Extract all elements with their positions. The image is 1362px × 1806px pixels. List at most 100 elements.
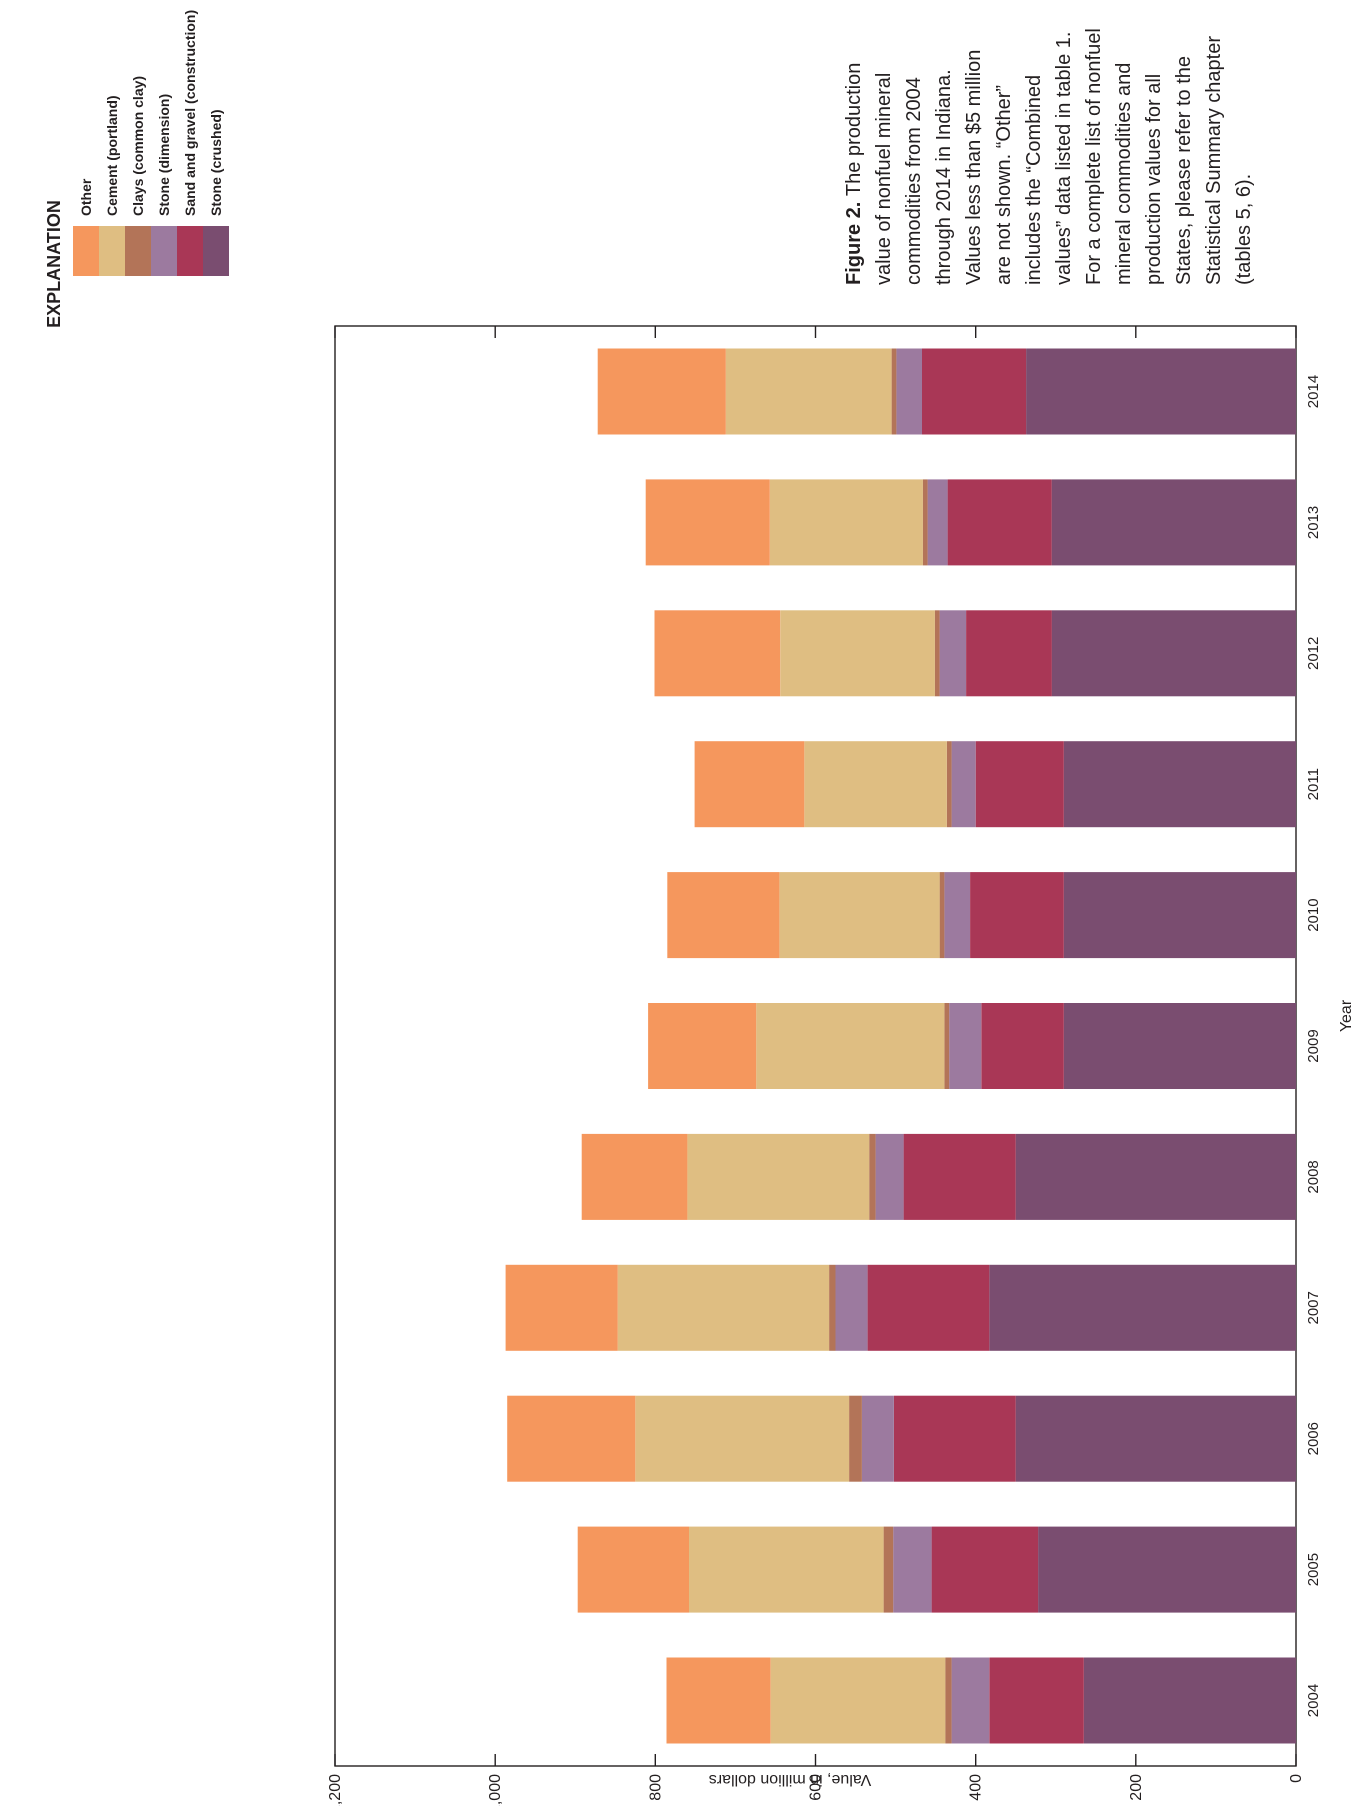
bar-segment-2005-3	[883, 1526, 894, 1613]
x-tick-label: 2006	[1305, 1422, 1322, 1455]
legend-label: Other	[78, 178, 94, 216]
caption-line: States, please refer to the	[1173, 56, 1195, 285]
bar-segment-2010-1	[970, 872, 1064, 959]
legend-label: Stone (dimension)	[156, 94, 172, 216]
legend: Other Cement (portland) Clays (common clay…	[73, 10, 229, 276]
bar-segment-2014-2	[896, 348, 923, 435]
bar-segment-2008-1	[903, 1133, 1016, 1220]
bar-segment-2008-3	[869, 1133, 876, 1220]
y-tick-label: 600	[808, 1774, 825, 1801]
bar-segment-2011-1	[975, 741, 1064, 828]
caption-line: mineral commodities and	[1113, 63, 1135, 285]
x-axis-title: Year	[1338, 999, 1355, 1032]
caption-line: The production	[843, 63, 865, 196]
x-tick-label: 2013	[1305, 506, 1322, 539]
bar-segment-2004-4	[770, 1657, 946, 1744]
legend-label: Clays (common clay)	[130, 76, 146, 216]
bar-segment-2012-4	[780, 610, 935, 697]
y-tick-label: 0	[1288, 1774, 1305, 1783]
bar-segment-2006-0	[1015, 1395, 1296, 1482]
bar-segment-2006-1	[894, 1395, 1016, 1482]
legend-swatch	[73, 226, 99, 276]
y-axis-title: Value, in million dollars	[709, 1771, 871, 1788]
bar-segment-2004-2	[951, 1657, 990, 1744]
bar-segment-2009-3	[944, 1003, 950, 1089]
x-tick-label: 2011	[1305, 768, 1322, 800]
legend-swatch	[177, 226, 203, 276]
bar-segment-2006-3	[849, 1395, 862, 1482]
caption-line: values” data listed in table 1.	[1053, 32, 1075, 286]
bar-segment-2010-5	[667, 872, 780, 959]
y-tick-label: 1,000	[487, 1774, 504, 1806]
bar-segment-2007-5	[505, 1264, 618, 1351]
bar-segment-2013-5	[645, 479, 770, 566]
bar-segment-2010-2	[944, 872, 971, 959]
bar-segment-2007-2	[835, 1264, 868, 1351]
bar-segment-2007-3	[829, 1264, 836, 1351]
legend-swatch	[99, 226, 125, 276]
value-axis: 0 200 400 600 800 1,000 1,200	[327, 326, 1305, 1806]
bar-segment-2010-4	[779, 872, 940, 959]
bar-segment-2007-4	[617, 1264, 830, 1351]
y-tick-label: 200	[1128, 1774, 1145, 1801]
y-tick-label: 1,200	[327, 1774, 344, 1806]
x-tick-label: 2005	[1305, 1553, 1322, 1586]
caption-line: (tables 5, 6).	[1233, 174, 1255, 285]
bar-segment-2004-3	[945, 1657, 952, 1744]
caption-line: includes the “Combined	[1023, 75, 1045, 285]
bar-segment-2013-1	[947, 479, 1052, 566]
bar-segment-2014-3	[891, 348, 897, 435]
bar-segment-2005-1	[931, 1526, 1039, 1613]
x-tick-label: 2009	[1305, 1029, 1322, 1062]
bar-segment-2009-4	[756, 1003, 945, 1089]
bar-segment-2006-4	[635, 1395, 850, 1482]
caption-line: are not shown. “Other”	[993, 85, 1015, 285]
bar-segment-2005-5	[577, 1526, 690, 1613]
bar-segment-2009-2	[949, 1003, 982, 1089]
x-tick-label: 2004	[1305, 1684, 1322, 1717]
bar-segment-2008-4	[687, 1133, 870, 1220]
bar-segment-2014-4	[725, 348, 892, 435]
bar-segment-2011-4	[804, 741, 947, 828]
x-tick-label: 2010	[1305, 898, 1322, 931]
bar-segment-2009-1	[981, 1003, 1064, 1089]
bar-segment-2004-1	[989, 1657, 1084, 1744]
bar-segment-2008-0	[1015, 1133, 1296, 1220]
x-tick-label: 2012	[1305, 637, 1322, 670]
caption-line: commodities from 2004	[903, 77, 925, 285]
bar-segment-2007-0	[989, 1264, 1296, 1351]
bar-segment-2011-2	[951, 741, 976, 828]
bar-segment-2007-1	[867, 1264, 990, 1351]
bar-segment-2010-0	[1063, 872, 1297, 959]
legend-title: EXPLANATION	[44, 200, 64, 328]
bar-segment-2014-0	[1026, 348, 1296, 435]
legend-label: Stone (crushed)	[208, 109, 224, 216]
caption-label: Figure 2.	[843, 196, 865, 285]
bar-segment-2004-0	[1083, 1657, 1297, 1744]
bar-segment-2008-5	[581, 1133, 688, 1220]
bar-segment-2013-2	[927, 479, 948, 566]
bar-segment-2012-5	[654, 610, 781, 697]
bar-segment-2012-0	[1051, 610, 1296, 697]
caption-line: Values less than $5 million	[963, 50, 985, 285]
y-tick-label: 400	[968, 1774, 985, 1801]
bar-segment-2006-2	[861, 1395, 894, 1482]
legend-label: Sand and gravel (construction)	[182, 10, 198, 216]
bars-group	[505, 348, 1297, 1744]
caption-line: through 2014 in Indiana.	[933, 69, 955, 285]
bar-segment-2011-0	[1063, 741, 1297, 828]
bar-segment-2011-5	[694, 741, 805, 828]
bar-segment-2012-1	[966, 610, 1052, 697]
bar-segment-2005-0	[1038, 1526, 1296, 1613]
x-tick-label: 2007	[1305, 1291, 1322, 1324]
legend-label: Cement (portland)	[104, 95, 120, 216]
y-tick-label: 800	[647, 1774, 664, 1801]
caption-line: For a complete list of nonfuel	[1083, 28, 1105, 285]
caption-line: production values for all	[1143, 74, 1165, 285]
category-axis: 2004 2005 2006 2007 2008 2009 2010 2011 2012 2013…	[1305, 375, 1322, 1717]
bar-segment-2012-2	[939, 610, 966, 697]
caption-line: Statistical Summary chapter	[1203, 36, 1225, 285]
bar-segment-2014-5	[597, 348, 726, 435]
bar-segment-2009-0	[1063, 1003, 1297, 1089]
